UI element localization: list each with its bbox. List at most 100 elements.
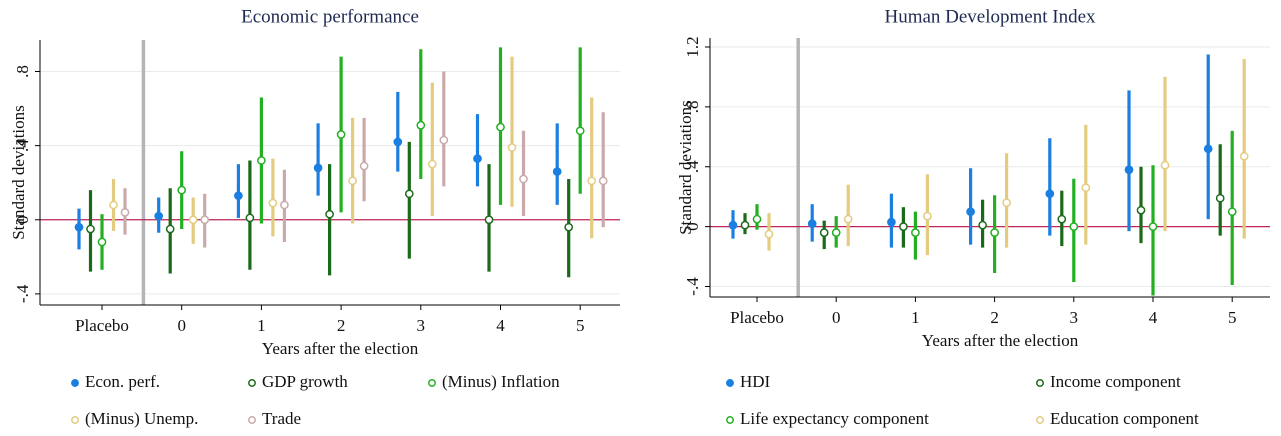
point	[507, 143, 517, 152]
point	[1239, 151, 1249, 161]
legend-marker	[1036, 416, 1044, 424]
x-tick-label: 3	[1070, 308, 1079, 327]
point	[280, 200, 289, 210]
point	[120, 207, 130, 217]
point	[911, 228, 920, 237]
point	[587, 176, 597, 186]
point	[439, 135, 449, 145]
x-tick-label: 0	[832, 308, 841, 327]
legend-marker	[428, 379, 436, 387]
point	[887, 217, 896, 227]
point	[764, 229, 774, 239]
point	[74, 222, 84, 232]
y-tick-label: .8	[13, 65, 32, 78]
point	[188, 215, 198, 225]
point	[740, 220, 750, 230]
legend-label: Life expectancy component	[740, 409, 929, 428]
x-tick-label: Placebo	[730, 308, 784, 327]
point	[257, 156, 266, 165]
point	[268, 198, 278, 208]
point	[819, 228, 829, 237]
point	[473, 154, 482, 163]
point	[234, 191, 243, 201]
point	[359, 161, 369, 171]
point	[1069, 222, 1079, 231]
x-axis-label: Years after the election	[922, 331, 1079, 350]
point	[843, 214, 853, 224]
legend-marker	[1036, 379, 1044, 387]
x-tick-label: 2	[337, 316, 346, 335]
point	[1227, 207, 1237, 217]
point	[484, 215, 494, 225]
point	[336, 130, 346, 139]
point	[154, 211, 164, 221]
point	[831, 228, 841, 237]
y-tick-label: .4	[683, 160, 702, 173]
legend-label: Trade	[262, 409, 301, 428]
legend-marker	[248, 379, 256, 387]
point	[1136, 205, 1146, 215]
point	[728, 220, 738, 230]
point	[325, 209, 334, 219]
legend-marker	[248, 416, 256, 424]
point	[177, 185, 187, 195]
point	[496, 122, 505, 132]
point	[1124, 165, 1134, 175]
point	[966, 207, 975, 217]
point	[923, 211, 932, 221]
y-tick-label: .8	[683, 100, 702, 113]
x-tick-label: Placebo	[75, 316, 129, 335]
point	[416, 120, 426, 130]
point	[990, 228, 999, 237]
point	[1045, 189, 1055, 199]
y-tick-label: .4	[13, 139, 32, 152]
legend-label: HDI	[740, 372, 771, 391]
legend-marker	[71, 379, 79, 387]
x-tick-label: 5	[576, 316, 585, 335]
legend-label: Income component	[1050, 372, 1181, 391]
point	[393, 137, 403, 147]
point	[1215, 193, 1225, 203]
point	[899, 222, 908, 231]
legend-label: (Minus) Inflation	[442, 372, 560, 391]
point	[1081, 183, 1091, 193]
x-tick-label: 4	[1149, 308, 1158, 327]
y-tick-label: -.4	[13, 284, 32, 303]
point	[427, 159, 437, 169]
legend-marker	[726, 379, 734, 387]
point	[1203, 144, 1213, 154]
point	[1148, 222, 1158, 231]
point	[1160, 160, 1170, 170]
y-tick-label: 0	[683, 222, 702, 231]
x-tick-label: 3	[417, 316, 426, 335]
point	[348, 176, 357, 186]
x-tick-label: 2	[990, 308, 999, 327]
x-tick-label: 1	[911, 308, 920, 327]
point	[165, 224, 175, 234]
point	[97, 237, 107, 247]
point	[109, 200, 118, 210]
y-axis-label: Standard deviations	[9, 105, 28, 240]
legend-marker	[71, 416, 79, 424]
chart-title: Economic performance	[241, 6, 419, 27]
chart-title: Human Development Index	[884, 6, 1096, 27]
point	[200, 215, 210, 225]
x-tick-label: 5	[1228, 308, 1237, 327]
x-tick-label: 0	[177, 316, 186, 335]
point	[86, 224, 95, 234]
point	[404, 189, 414, 199]
legend-label: Education component	[1050, 409, 1199, 428]
legend-label: (Minus) Unemp.	[85, 409, 198, 428]
point	[1002, 198, 1011, 208]
y-tick-label: -.4	[683, 277, 702, 296]
point	[519, 174, 528, 184]
y-axis-label: Standard deviations	[676, 100, 695, 235]
point	[575, 126, 585, 136]
y-tick-label: 1.2	[683, 36, 702, 57]
point	[807, 219, 817, 228]
point	[598, 176, 608, 186]
legend-label: Econ. perf.	[85, 372, 160, 391]
point	[245, 213, 255, 223]
point	[564, 222, 574, 232]
